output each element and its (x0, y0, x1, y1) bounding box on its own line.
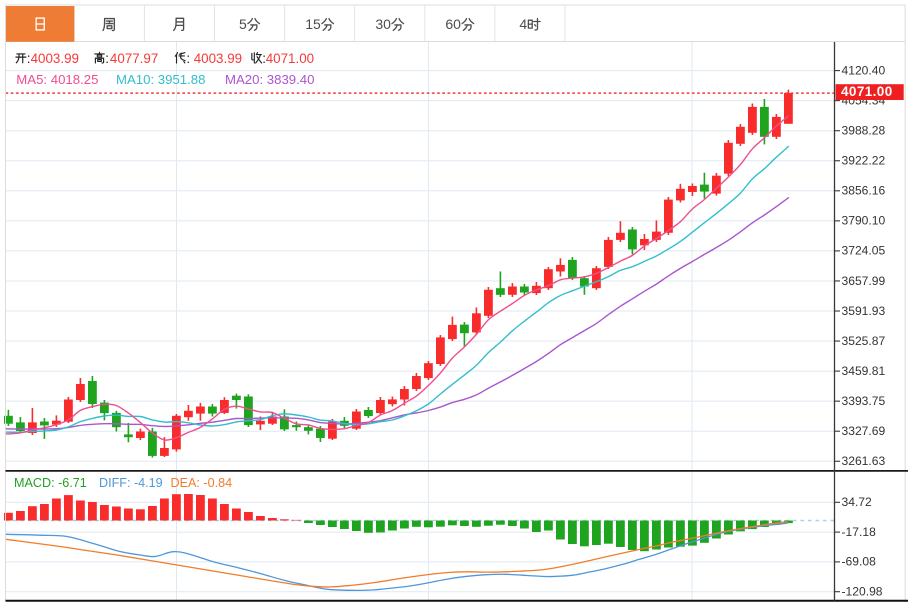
svg-text:3393.75: 3393.75 (842, 394, 886, 408)
svg-text:4071.00: 4071.00 (841, 84, 893, 99)
svg-text:4003.99: 4003.99 (31, 51, 79, 66)
svg-text:34.72: 34.72 (842, 495, 873, 509)
svg-text:MA10: 3951.88: MA10: 3951.88 (116, 72, 205, 87)
svg-text:MA20: 3839.40: MA20: 3839.40 (225, 72, 314, 87)
svg-text::: : (27, 51, 31, 66)
svg-text:MA5: 4018.25: MA5: 4018.25 (16, 72, 98, 87)
svg-text:3988.28: 3988.28 (842, 124, 886, 138)
svg-text:-17.18: -17.18 (842, 525, 877, 539)
svg-text:3525.87: 3525.87 (842, 334, 886, 348)
svg-text:15: 15 (305, 16, 321, 32)
svg-text:3459.81: 3459.81 (842, 364, 886, 378)
svg-text::: : (262, 51, 266, 66)
svg-text:5: 5 (239, 16, 247, 32)
svg-text:4120.40: 4120.40 (842, 63, 886, 77)
svg-text:30: 30 (375, 16, 391, 32)
svg-text:4: 4 (519, 16, 527, 32)
svg-text:3657.99: 3657.99 (842, 274, 886, 288)
svg-text:-120.98: -120.98 (842, 585, 883, 599)
svg-text:3922.22: 3922.22 (842, 154, 886, 168)
svg-text:3591.93: 3591.93 (842, 304, 886, 318)
svg-text:DIFF: -4.19: DIFF: -4.19 (99, 476, 163, 490)
svg-text:4077.97: 4077.97 (110, 51, 158, 66)
svg-text:MACD: -6.71: MACD: -6.71 (14, 476, 87, 490)
svg-text:3856.16: 3856.16 (842, 184, 886, 198)
svg-text:60: 60 (445, 16, 461, 32)
svg-text:3327.69: 3327.69 (842, 424, 886, 438)
svg-text:3790.10: 3790.10 (842, 214, 886, 228)
svg-text::: : (186, 51, 190, 66)
svg-text:DEA: -0.84: DEA: -0.84 (171, 476, 233, 490)
svg-text:4003.99: 4003.99 (194, 51, 242, 66)
svg-text:-69.08: -69.08 (842, 555, 877, 569)
svg-text:3261.63: 3261.63 (842, 454, 886, 468)
svg-text::: : (105, 51, 109, 66)
svg-text:4071.00: 4071.00 (266, 51, 314, 66)
svg-text:3724.05: 3724.05 (842, 244, 886, 258)
